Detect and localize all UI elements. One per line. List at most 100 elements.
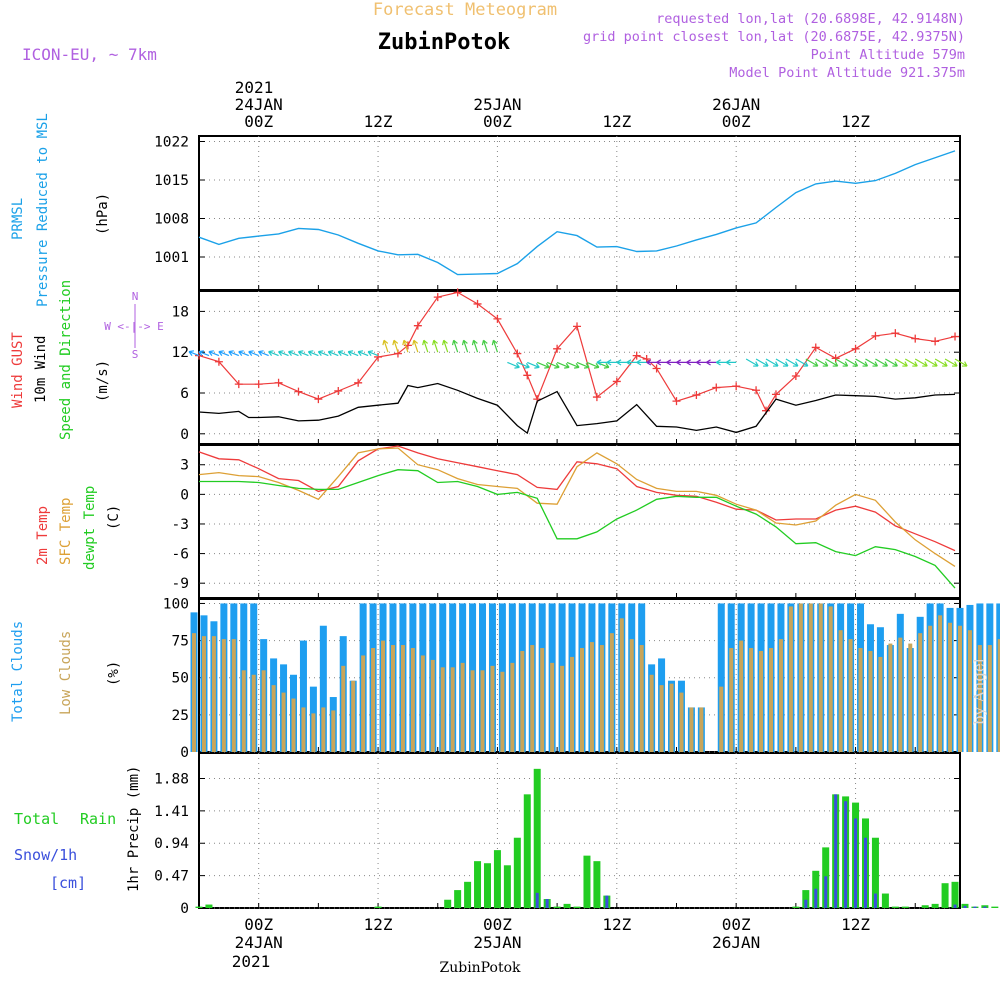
- gust-marker: [433, 293, 442, 302]
- wind-arrow: [686, 359, 697, 366]
- low-cloud-bar: [768, 648, 773, 752]
- low-cloud-bar: [619, 618, 624, 752]
- rain-bar: [205, 904, 213, 908]
- wind-arrow: [924, 358, 938, 367]
- snow-bar: [973, 906, 977, 908]
- low-cloud-bar: [659, 685, 664, 752]
- low-cloud-bar: [689, 707, 694, 752]
- rain-bar: [901, 906, 909, 908]
- low-cloud-bar: [460, 662, 465, 752]
- low-cloud-bar: [371, 648, 376, 752]
- top-day-label: 24JAN: [235, 95, 283, 114]
- wind-arrow: [491, 339, 499, 353]
- tick-labels: 00Z00Z12Z12Z00Z00Z12Z12Z00Z00Z12Z12Z1001…: [154, 112, 870, 934]
- low-cloud-bar: [400, 645, 405, 752]
- top-time-tick: 00Z: [722, 112, 751, 131]
- y-tick-label: 1001: [154, 250, 189, 266]
- wind-arrow: [347, 350, 359, 357]
- y-tick-label: 75: [172, 634, 189, 650]
- low-cloud-bar: [351, 680, 356, 752]
- wind-arrow: [208, 350, 220, 357]
- wind-arrow: [875, 358, 888, 367]
- wind-speed-line: [198, 382, 956, 435]
- wind-arrow: [422, 339, 429, 353]
- y-tick-label: 3: [180, 458, 189, 474]
- wind-arrow: [297, 350, 309, 357]
- rain-bar: [583, 855, 591, 908]
- low-cloud-bar: [361, 655, 366, 752]
- low-cloud-bar: [739, 640, 744, 752]
- low-cloud-bar: [450, 667, 455, 752]
- panel-frame: [198, 290, 961, 445]
- rain-bar: [593, 861, 601, 908]
- rain-bar: [951, 881, 959, 908]
- gust-marker: [612, 377, 621, 386]
- rain-bar: [195, 906, 203, 908]
- gust-marker: [234, 380, 243, 389]
- snow-bar: [804, 899, 808, 908]
- low-cloud-bar: [540, 648, 545, 752]
- rain-bar: [523, 794, 531, 908]
- gust-label: Wind GUST: [10, 332, 26, 408]
- point-altitude: Point Altitude 579m: [811, 47, 965, 63]
- wind-arrow: [775, 358, 789, 367]
- low-cloud-bar: [629, 639, 634, 752]
- low-cloud-bar: [649, 674, 654, 752]
- gust-marker: [911, 334, 920, 343]
- gust-marker: [891, 329, 900, 338]
- wind-arrow: [825, 358, 839, 367]
- low-cloud-bar: [261, 670, 266, 752]
- y-tick-label: 1.88: [154, 771, 189, 787]
- y-tick-label: 1.41: [154, 804, 189, 820]
- wind-arrow: [357, 350, 369, 357]
- bottom-time-tick: 12Z: [602, 915, 631, 934]
- wind-unit: (m/s): [95, 360, 111, 402]
- low-cloud-bar: [321, 707, 326, 752]
- wind-arrow: [815, 358, 829, 367]
- wind-arrow: [765, 358, 779, 367]
- top-day-label: 26JAN: [712, 95, 760, 114]
- total-cloud-bar: [319, 625, 327, 752]
- wind-arrow: [536, 361, 550, 369]
- wind-arrow: [805, 358, 819, 367]
- rain-label-total: Total: [14, 810, 59, 828]
- gust-marker: [294, 387, 303, 396]
- compass-we: W <-|-> E: [104, 320, 164, 333]
- low-cloud-bar: [719, 686, 724, 752]
- gust-marker: [791, 372, 800, 380]
- gust-marker: [951, 332, 960, 341]
- wind-arrow: [715, 359, 727, 366]
- gust-marker: [931, 337, 940, 346]
- wind-arrow: [934, 358, 948, 367]
- y-tick-label: 0: [180, 901, 189, 917]
- y-tick-label: -3: [172, 517, 189, 533]
- wind-arrow: [238, 350, 249, 357]
- y-tick-label: 0.47: [154, 869, 189, 885]
- grid-lines: [198, 136, 960, 909]
- dewpt-line: [199, 469, 956, 589]
- y-tick-label: 0: [180, 427, 189, 443]
- precip-unit: 1hr Precip (mm): [126, 766, 142, 892]
- wind-arrow: [198, 350, 210, 357]
- pressure-label-short: PRMSL: [10, 198, 26, 240]
- low-cloud-bar: [858, 648, 863, 752]
- low-cloud-bar: [430, 659, 435, 752]
- top-time-tick: 12Z: [841, 112, 870, 131]
- low-cloud-bar: [520, 650, 525, 752]
- top-time-tick: 00Z: [483, 112, 512, 131]
- low-cloud-bar: [828, 606, 833, 752]
- bottom-year: 2021: [232, 952, 271, 971]
- wind-arrow: [566, 361, 580, 369]
- low-cloud-bar: [331, 710, 336, 752]
- gust-marker: [274, 378, 283, 387]
- dewpt-label: dewpt Temp: [82, 486, 98, 570]
- rain-bar: [503, 865, 511, 908]
- snow-bar: [535, 892, 539, 908]
- compass-rose: N W <-|-> E S: [104, 290, 164, 361]
- model-altitude: Model Point Altitude 921.375m: [729, 65, 965, 81]
- wind-arrow: [307, 350, 319, 357]
- rain-bar: [493, 850, 501, 908]
- tsfc-label: SFC Temp: [58, 498, 74, 565]
- wind-arrow: [287, 350, 299, 357]
- snow-bar: [605, 895, 609, 908]
